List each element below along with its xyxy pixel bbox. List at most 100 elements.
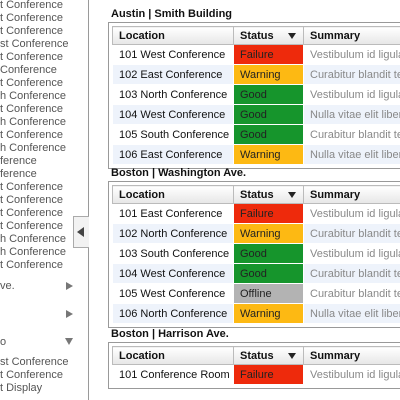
location-cell: 105 West Conference [112, 283, 234, 304]
summary-cell: Vestibulum id ligula [303, 44, 400, 65]
summary-cell: Curabitur blandit tem [303, 263, 400, 284]
status-cell: Warning [233, 144, 304, 165]
column-header[interactable]: Status [233, 185, 304, 204]
section-title: Boston | Harrison Ave. [111, 328, 229, 340]
status-table: Location Status Summary 101 Conference Room… [112, 346, 400, 385]
table-row[interactable]: 105 West Conference Offline Curabitur blan… [112, 283, 400, 304]
sidebar-group[interactable]: o [0, 336, 7, 348]
location-cell: 103 South Conference [112, 243, 234, 264]
sort-arrow[interactable] [288, 353, 296, 359]
sidebar-item[interactable]: st Conference [0, 356, 69, 368]
sidebar-item[interactable]: t Conference [0, 369, 63, 381]
column-header[interactable]: Location [112, 346, 234, 365]
location-cell: 104 West Conference [112, 263, 234, 284]
sidebar-item[interactable]: h Conference [0, 90, 67, 102]
status-cell: Good [233, 263, 304, 284]
location-cell: 105 South Conference [112, 124, 234, 145]
table-row[interactable]: 104 West Conference Good Curabitur blandit… [112, 263, 400, 284]
sidebar-item[interactable]: h Conference [0, 233, 67, 245]
status-cell: Good [233, 84, 304, 105]
summary-cell: Curabitur blandit tem [303, 64, 400, 85]
sidebar-item[interactable]: t Conference [0, 207, 63, 219]
status-cell: Good [233, 243, 304, 264]
table-row[interactable]: 104 West Conference Good Nulla vitae elit … [112, 104, 400, 125]
expand-arrow[interactable] [65, 338, 73, 345]
location-cell: 101 Conference Room [112, 364, 234, 385]
table-row[interactable]: 106 North Conference Warning Nulla vitae e… [112, 303, 400, 324]
sidebar-item[interactable]: t Conference [0, 0, 63, 11]
summary-cell: Nulla vitae elit libero [303, 104, 400, 125]
status-cell: Warning [233, 303, 304, 324]
location-cell: 106 North Conference [112, 303, 234, 324]
location-cell: 102 East Conference [112, 64, 234, 85]
summary-cell: Vestibulum id ligula [303, 84, 400, 105]
header-row: Location Status Summary [112, 26, 400, 45]
table-box: Location Status Summary 101 West Conference… [108, 22, 400, 169]
status-cell: Warning [233, 223, 304, 244]
status-cell: Failure [233, 364, 304, 385]
collapse-tab[interactable] [73, 216, 89, 248]
sort-arrow[interactable] [288, 192, 296, 198]
sidebar-group[interactable]: ve. [0, 280, 15, 292]
column-header[interactable]: Status [233, 346, 304, 365]
expand-arrow[interactable] [66, 282, 73, 290]
sidebar-group[interactable] [0, 300, 88, 328]
section: Boston | Harrison Ave. Location Status Summ… [108, 326, 400, 389]
sidebar-item[interactable]: h Conference [0, 116, 67, 128]
sidebar-item[interactable]: Conference [0, 64, 57, 76]
summary-cell: Vestibulum id ligula [303, 243, 400, 264]
table-row[interactable]: 101 West Conference Failure Vestibulum id … [112, 44, 400, 65]
status-table: Location Status Summary 101 East Conference… [112, 185, 400, 324]
sidebar-item[interactable]: t Conference [0, 129, 63, 141]
sidebar-item[interactable]: ference [0, 168, 37, 180]
sidebar-item[interactable]: h Conference [0, 246, 67, 258]
summary-cell: Nulla vitae elit libero [303, 144, 400, 165]
location-cell: 106 East Conference [112, 144, 234, 165]
sidebar: t Conference t Conference t Conference st C… [0, 0, 89, 400]
table-row[interactable]: 103 South Conference Good Vestibulum id li… [112, 243, 400, 264]
status-cell: Offline [233, 283, 304, 304]
sidebar-item[interactable]: ference [0, 155, 37, 167]
column-header[interactable]: Location [112, 26, 234, 45]
sidebar-item[interactable]: t Conference [0, 194, 63, 206]
location-cell: 104 West Conference [112, 104, 234, 125]
location-cell: 101 East Conference [112, 203, 234, 224]
sidebar-item[interactable]: t Conference [0, 25, 63, 37]
section: Austin | Smith Building Location Status Sum… [108, 6, 400, 169]
table-row[interactable]: 102 North Conference Warning Curabitur bla… [112, 223, 400, 244]
table-row[interactable]: 103 North Conference Good Vestibulum id li… [112, 84, 400, 105]
column-header[interactable]: Summary [303, 26, 400, 45]
table-row[interactable]: 106 East Conference Warning Nulla vitae el… [112, 144, 400, 165]
sidebar-item[interactable]: t Display [0, 382, 43, 394]
sidebar-item[interactable]: t Conference [0, 77, 63, 89]
sidebar-item[interactable]: st Conference [0, 38, 69, 50]
sidebar-item[interactable]: t Conference [0, 103, 63, 115]
column-header[interactable]: Location [112, 185, 234, 204]
column-header[interactable]: Summary [303, 346, 400, 365]
sidebar-item[interactable]: t Conference [0, 220, 63, 232]
summary-cell: Vestibulum id ligula [303, 364, 400, 385]
expand-arrow[interactable] [66, 310, 73, 318]
sidebar-item[interactable]: t Conference [0, 12, 63, 24]
header-row: Location Status Summary [112, 185, 400, 204]
summary-cell: Vestibulum id ligula [303, 203, 400, 224]
summary-cell: Nulla vitae elit libero [303, 303, 400, 324]
table-row[interactable]: 105 South Conference Good Curabitur blandi… [112, 124, 400, 145]
sidebar-item[interactable]: h Conference [0, 142, 67, 154]
table-box: Location Status Summary 101 Conference Room… [108, 342, 400, 389]
table-row[interactable]: 101 East Conference Failure Vestibulum id … [112, 203, 400, 224]
section: Boston | Washington Ave. Location Status Su… [108, 165, 400, 328]
table-box: Location Status Summary 101 East Conference… [108, 181, 400, 328]
summary-cell: Curabitur blandit tem [303, 283, 400, 304]
sort-arrow[interactable] [288, 33, 296, 39]
sidebar-item[interactable]: t Conference [0, 259, 63, 271]
table-row[interactable]: 101 Conference Room Failure Vestibulum id … [112, 364, 400, 385]
status-cell: Failure [233, 203, 304, 224]
column-header[interactable]: Status [233, 26, 304, 45]
column-header[interactable]: Summary [303, 185, 400, 204]
table-row[interactable]: 102 East Conference Warning Curabitur blan… [112, 64, 400, 85]
sidebar-item[interactable]: t Conference [0, 181, 63, 193]
status-cell: Good [233, 104, 304, 125]
sidebar-item[interactable]: t Conference [0, 51, 63, 63]
